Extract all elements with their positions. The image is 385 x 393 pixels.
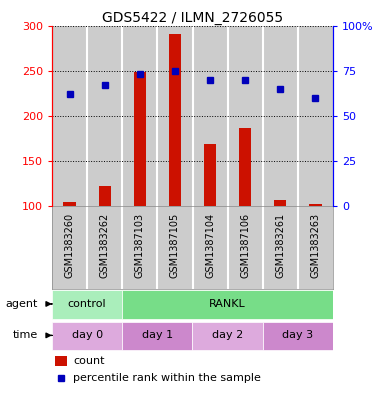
Text: percentile rank within the sample: percentile rank within the sample <box>73 373 261 383</box>
Bar <box>134 72 146 206</box>
Text: GSM1383260: GSM1383260 <box>65 213 75 278</box>
Bar <box>64 202 76 206</box>
Text: count: count <box>73 356 105 366</box>
Bar <box>122 26 157 206</box>
Bar <box>122 322 192 350</box>
Bar <box>298 26 333 206</box>
Bar <box>192 26 228 206</box>
Text: day 1: day 1 <box>142 331 173 340</box>
Title: GDS5422 / ILMN_2726055: GDS5422 / ILMN_2726055 <box>102 11 283 24</box>
Bar <box>309 204 321 206</box>
Bar <box>192 322 263 350</box>
Bar <box>204 144 216 206</box>
Text: day 2: day 2 <box>212 331 243 340</box>
Text: GSM1387104: GSM1387104 <box>205 213 215 278</box>
Text: GSM1387103: GSM1387103 <box>135 213 145 278</box>
Text: day 0: day 0 <box>72 331 103 340</box>
Text: GSM1387106: GSM1387106 <box>240 213 250 278</box>
Bar <box>52 290 122 319</box>
Text: time: time <box>13 331 38 340</box>
Text: control: control <box>68 299 106 309</box>
Bar <box>55 356 67 366</box>
Bar <box>263 322 333 350</box>
Bar <box>122 290 333 319</box>
Bar <box>157 26 192 206</box>
Bar <box>274 200 286 206</box>
Bar <box>99 185 111 206</box>
Bar <box>87 26 122 206</box>
Text: GSM1383261: GSM1383261 <box>275 213 285 278</box>
Bar <box>169 34 181 206</box>
Text: GSM1383262: GSM1383262 <box>100 213 110 278</box>
Text: day 3: day 3 <box>282 331 313 340</box>
Bar <box>239 128 251 206</box>
Bar <box>228 26 263 206</box>
Text: agent: agent <box>5 299 38 309</box>
Bar <box>52 26 87 206</box>
Bar <box>263 26 298 206</box>
Text: RANKL: RANKL <box>209 299 246 309</box>
Text: GSM1383263: GSM1383263 <box>310 213 320 278</box>
Bar <box>52 322 122 350</box>
Text: GSM1387105: GSM1387105 <box>170 213 180 278</box>
